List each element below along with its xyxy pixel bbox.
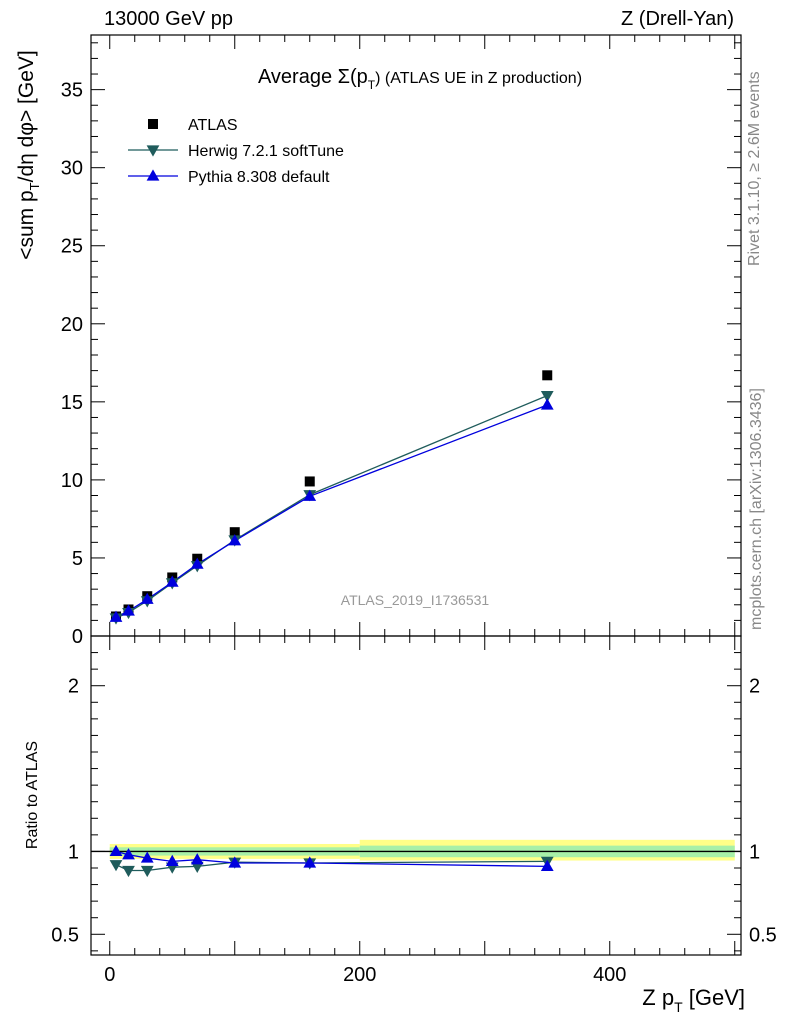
ratio-point-pythia — [228, 856, 242, 868]
main-ytick-label: 15 — [61, 392, 83, 414]
main-point-pythia — [190, 557, 204, 569]
ratio-point-pythia — [109, 844, 123, 857]
tick-labels: 0 5 10 15 20 25 30 35 0 200 400 0.5 0.5 1 1 2 2 — [51, 80, 777, 986]
main-line-herwig — [115, 395, 548, 619]
analysis-watermark: ATLAS_2019_I1736531 — [341, 592, 490, 608]
ratio-point-pythia — [122, 848, 135, 860]
main-ytick-label: 5 — [72, 548, 83, 570]
legend-label-pythia: Pythia 8.308 default — [188, 169, 330, 186]
main-point-pythia — [303, 489, 317, 501]
main-ytick-label: 10 — [61, 470, 83, 492]
x-axis-label: Z pT [GeV] — [642, 985, 745, 1015]
chart-texts: Average Σ(pT) (ATLAS UE in Z production)… — [15, 50, 745, 1015]
legend-marker-herwig — [146, 145, 160, 157]
main-point-atlas — [304, 476, 315, 487]
legend: ATLAS Herwig 7.2.1 softTune Pythia 8.308 d… — [128, 117, 344, 186]
main-ytick-label: 30 — [61, 158, 83, 180]
ratio-point-pythia — [140, 851, 154, 863]
ratio-uncertainty-bands — [91, 839, 741, 861]
legend-marker-pythia — [146, 169, 160, 181]
ratio-ytick-label-left: 0.5 — [51, 924, 79, 946]
main-point-pythia — [109, 610, 123, 622]
ratio-ytick-label-right: 0.5 — [749, 924, 777, 946]
legend-label-herwig: Herwig 7.2.1 softTune — [188, 143, 344, 160]
main-point-pythia — [165, 575, 179, 587]
ratio-ytick-label-left: 1 — [68, 841, 79, 863]
chart-title: Average Σ(pT) (ATLAS UE in Z production) — [258, 66, 582, 92]
ratio-xtick-label: 200 — [343, 964, 376, 986]
main-point-pythia — [228, 534, 242, 546]
header-right: Z (Drell-Yan) — [621, 8, 734, 30]
ratio-xtick-label: 0 — [104, 964, 115, 986]
legend-label-atlas: ATLAS — [188, 117, 238, 134]
series-lines — [115, 395, 548, 872]
ratio-point-pythia — [540, 859, 554, 871]
main-point-atlas — [542, 370, 553, 381]
ratio-ytick-label-right: 1 — [749, 841, 760, 863]
header-left: 13000 GeV pp — [104, 8, 233, 30]
main-point-pythia — [140, 592, 154, 604]
ratio-xtick-label: 400 — [593, 964, 626, 986]
main-point-pythia — [540, 398, 554, 410]
ratio-point-herwig — [109, 860, 123, 872]
main-ytick-label: 20 — [61, 314, 83, 336]
main-point-herwig — [540, 390, 554, 403]
axis-ticks — [91, 35, 741, 955]
ratio-ytick-label-left: 2 — [68, 676, 79, 698]
main-ytick-label: 0 — [72, 626, 83, 648]
ratio-ytick-label-right: 2 — [749, 676, 760, 698]
plot-frames — [90, 34, 742, 956]
ratio-y-axis-label: Ratio to ATLAS — [24, 741, 41, 849]
main-point-pythia — [122, 604, 135, 616]
ratio-point-herwig — [122, 865, 135, 878]
ratio-plot-frame — [90, 635, 742, 956]
main-ytick-label: 35 — [61, 80, 83, 102]
main-line-pythia — [115, 404, 548, 618]
ratio-point-herwig — [140, 865, 154, 878]
series-markers — [109, 370, 554, 878]
main-ytick-label: 25 — [61, 236, 83, 258]
ratio-point-pythia — [190, 853, 204, 865]
main-point-atlas — [229, 527, 240, 538]
legend-marker-atlas — [148, 119, 158, 129]
ratio-point-pythia — [303, 856, 317, 868]
ratio-point-pythia — [165, 854, 179, 866]
main-y-axis-label: <sum pT/dη dφ> [GeV] — [15, 50, 42, 260]
ratio-point-herwig — [190, 861, 204, 873]
